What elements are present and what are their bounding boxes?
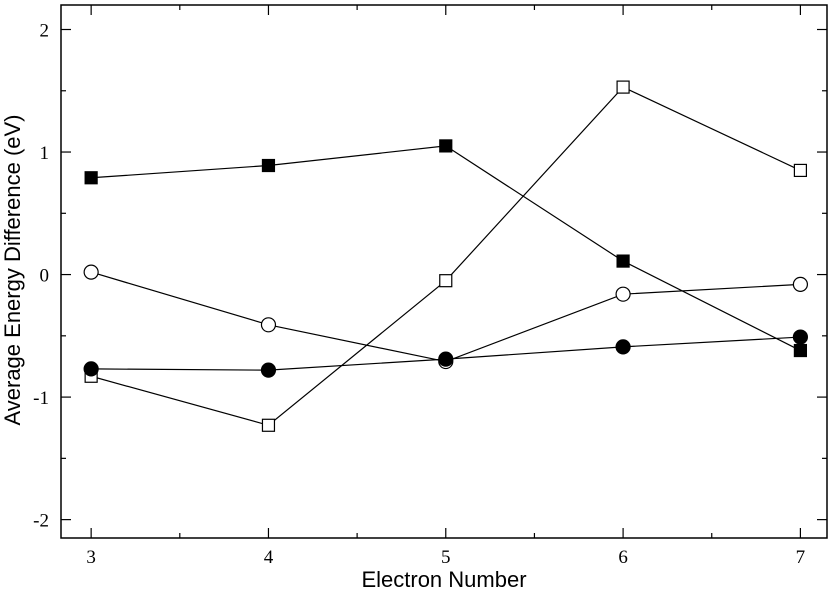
axis-ticks [61, 5, 827, 538]
x-tick-label: 3 [86, 547, 96, 568]
data-point-circle [615, 339, 631, 355]
y-tick-label: 2 [40, 21, 50, 42]
x-axis-title: Electron Number [361, 567, 526, 592]
data-point-square [616, 254, 630, 268]
data-point-square [793, 343, 808, 358]
data-point-circle [260, 362, 277, 378]
x-tick-label: 6 [618, 547, 628, 568]
y-tick-label: 0 [40, 266, 50, 287]
series-line [90, 86, 801, 426]
x-tick-label: 4 [264, 547, 274, 568]
x-tick-label: 7 [796, 547, 806, 568]
data-point-circle [260, 317, 277, 333]
data-point-circle [83, 361, 99, 377]
x-tick-label: 5 [441, 547, 451, 568]
data-point-square [439, 274, 453, 288]
plot-frame [60, 4, 828, 539]
data-point-circle [792, 276, 809, 292]
series-circle-filled [83, 329, 809, 378]
series-layer [83, 80, 809, 432]
y-tick-label: -2 [33, 511, 49, 532]
data-point-circle [615, 286, 631, 302]
data-point-square [261, 158, 276, 173]
data-point-circle [792, 329, 809, 345]
y-tick-label: -1 [33, 388, 49, 409]
y-tick-label: 1 [40, 143, 50, 164]
y-axis-title: Average Energy Difference (eV) [0, 114, 25, 425]
data-point-square [261, 418, 276, 432]
data-point-circle [438, 351, 454, 367]
series-line [91, 145, 801, 352]
series-square-filled [84, 139, 808, 358]
series-square-open [84, 80, 808, 432]
data-point-square [616, 80, 630, 94]
data-point-square [793, 163, 808, 178]
data-point-circle [83, 264, 99, 280]
tick-labels: 3 4 5 6 7 2 1 0 -1 -2 [33, 21, 805, 568]
data-point-square [84, 171, 98, 185]
data-point-square [439, 139, 453, 153]
